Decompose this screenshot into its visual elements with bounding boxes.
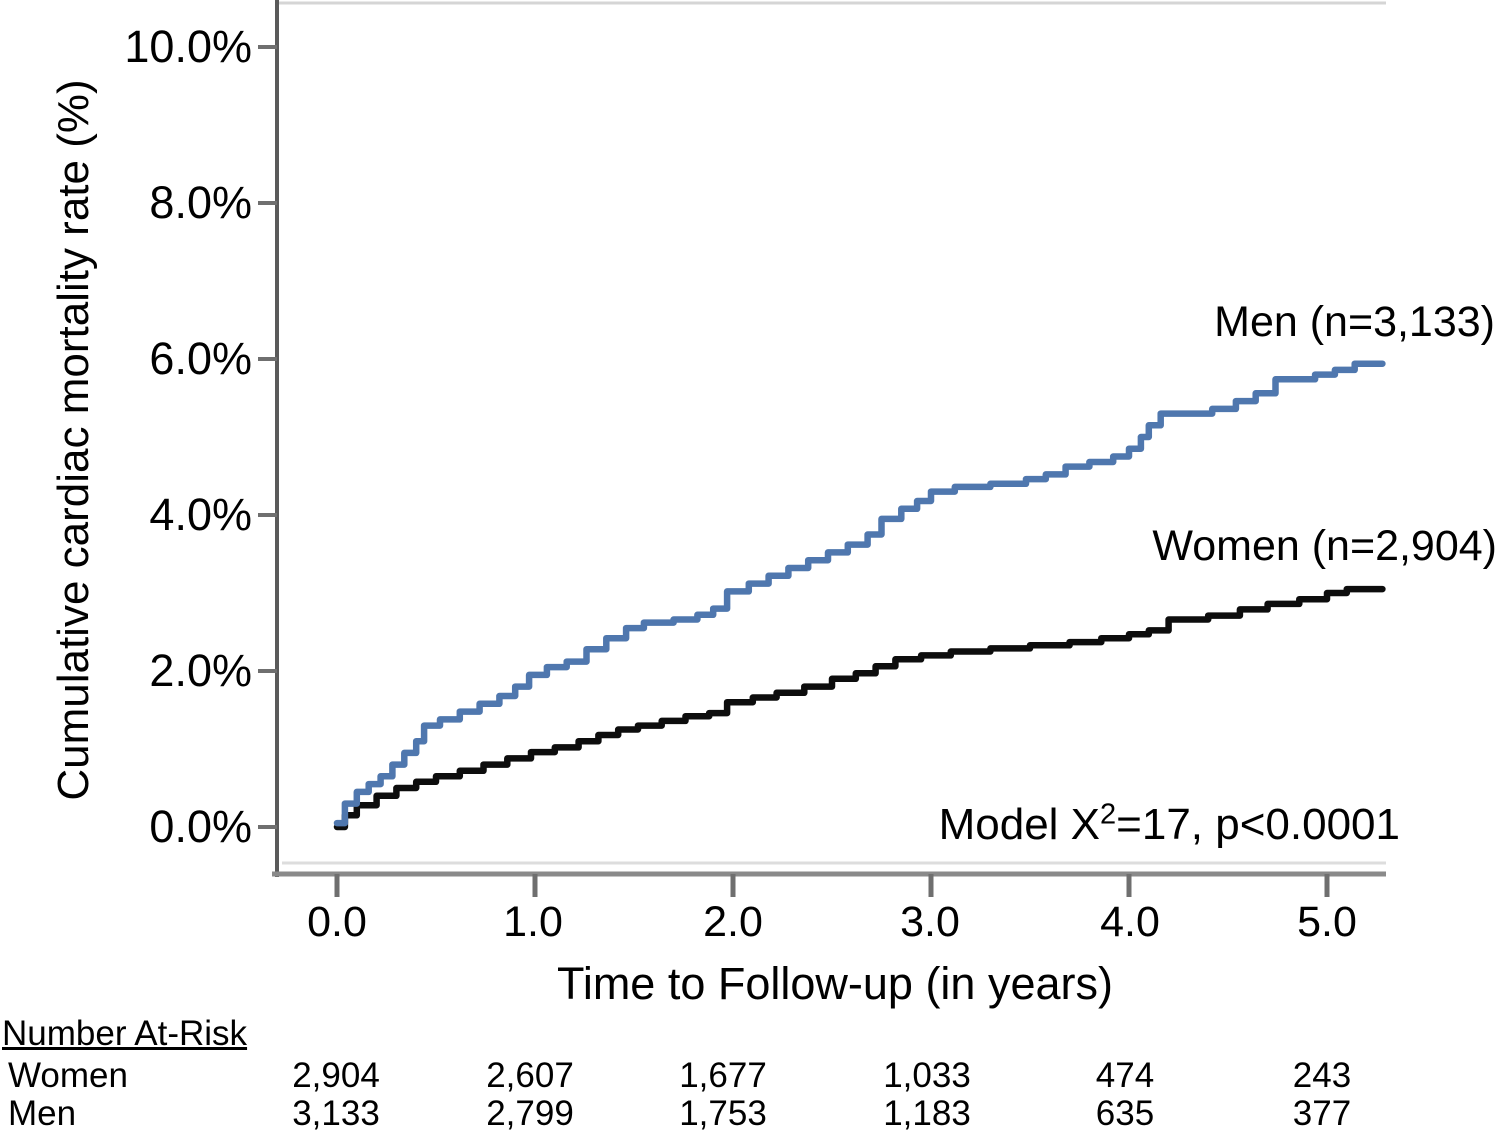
x-tick-label: 4.0 <box>1100 898 1160 946</box>
x-tick-label: 5.0 <box>1297 898 1357 946</box>
x-tick-label: 1.0 <box>503 898 563 946</box>
annotation-prefix: Model X <box>938 800 1101 849</box>
risk-cell: 1,677 <box>679 1056 767 1095</box>
risk-table-title: Number At-Risk <box>2 1014 248 1053</box>
risk-row-label-men: Men <box>8 1094 77 1132</box>
men-series-label: Men (n=3,133) <box>1214 298 1495 346</box>
x-axis-title: Time to Follow-up (in years) <box>557 958 1113 1009</box>
risk-row-label-women: Women <box>8 1056 128 1095</box>
risk-cell: 1,183 <box>883 1094 971 1132</box>
risk-cell: 243 <box>1292 1056 1352 1095</box>
risk-cell: 3,133 <box>292 1094 380 1132</box>
y-tick-label: 6.0% <box>149 333 252 384</box>
annotation-superscript: 2 <box>1100 798 1117 831</box>
y-tick-label: 10.0% <box>124 21 252 72</box>
y-tick-label: 8.0% <box>149 177 252 228</box>
risk-cell: 377 <box>1292 1094 1352 1132</box>
y-tick-label: 2.0% <box>149 645 252 696</box>
annotation-suffix: =17, p<0.0001 <box>1116 800 1400 849</box>
risk-cell: 1,033 <box>883 1056 971 1095</box>
x-tick-label: 0.0 <box>307 898 367 946</box>
y-tick-label: 0.0% <box>149 801 252 852</box>
model-chi-square-annotation: Model X2=17, p<0.0001 <box>939 800 1400 850</box>
y-tick-label: 4.0% <box>149 489 252 540</box>
risk-cell: 2,607 <box>486 1056 574 1095</box>
x-tick-label: 2.0 <box>703 898 763 946</box>
risk-cell: 635 <box>1095 1094 1155 1132</box>
women-series-label: Women (n=2,904) <box>1152 522 1497 570</box>
risk-cell: 474 <box>1095 1056 1155 1095</box>
women-curve <box>333 585 1386 831</box>
risk-cell: 1,753 <box>679 1094 767 1132</box>
x-tick-label: 3.0 <box>900 898 960 946</box>
men-curve <box>333 360 1386 827</box>
risk-cell: 2,904 <box>292 1056 380 1095</box>
risk-cell: 2,799 <box>486 1094 574 1132</box>
